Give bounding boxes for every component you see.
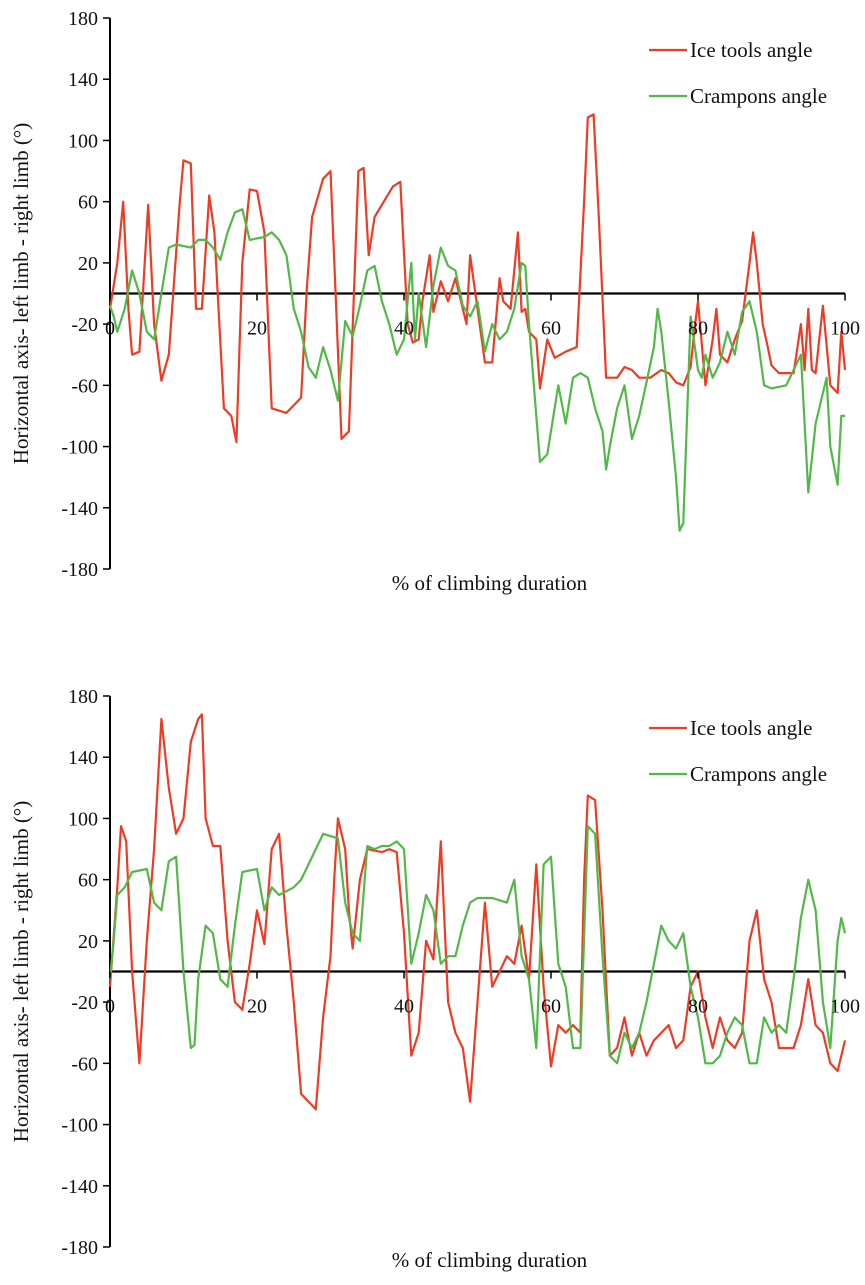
y-tick-label: 100: [68, 130, 98, 152]
x-axis-title: % of climbing duration: [392, 1248, 588, 1272]
y-tick-label: -20: [71, 992, 98, 1014]
x-tick-label: 20: [247, 318, 267, 340]
x-tick-label: 100: [830, 996, 860, 1018]
y-tick-label: -180: [61, 559, 98, 581]
series-line-crampons: [108, 208, 845, 532]
series-line-ice-tools: [108, 713, 847, 1111]
x-tick-label: 0: [105, 996, 115, 1018]
series-line-ice-tools: [108, 113, 847, 444]
series-line-crampons: [108, 825, 847, 1065]
y-axis-title: Horizontal axis- left limb - right limb …: [9, 801, 33, 1142]
x-tick-label: 80: [688, 318, 708, 340]
y-tick-label: -20: [71, 314, 98, 336]
x-tick-label: 60: [541, 996, 561, 1018]
x-tick-label: 20: [247, 996, 267, 1018]
y-tick-label: -100: [61, 437, 98, 459]
y-tick-label: 140: [68, 747, 98, 769]
y-tick-label: -140: [61, 1176, 98, 1198]
chart-panel-2: 180 140 100 60 20 -20 -60 -100 -140 -180 0 20 40 60 80…: [9, 686, 860, 1272]
legend-label: Ice tools angle: [690, 38, 812, 62]
y-tick-label: 180: [68, 8, 98, 30]
y-tick-label: -100: [61, 1115, 98, 1137]
y-tick-label: -60: [71, 375, 98, 397]
y-tick-label: 20: [78, 931, 98, 953]
y-axis-title: Horizontal axis- left limb - right limb …: [9, 123, 33, 464]
x-tick-label: 60: [541, 318, 561, 340]
y-tick-label: 180: [68, 686, 98, 708]
x-tick-label: 100: [830, 318, 860, 340]
y-tick-label: -60: [71, 1053, 98, 1075]
chart-panel-1: 180 140 100 60 20 -20 -60 -100 -140 -180 0 20 40 60 80…: [9, 8, 860, 595]
legend-label: Ice tools angle: [690, 716, 812, 740]
legend-label: Crampons angle: [690, 84, 827, 108]
x-tick-label: 80: [688, 996, 708, 1018]
y-tick-label: 60: [78, 192, 98, 214]
x-tick-label: 40: [394, 318, 414, 340]
x-tick-label: 0: [105, 318, 115, 340]
y-tick-label: 140: [68, 69, 98, 91]
y-tick-label: 60: [78, 870, 98, 892]
y-tick-label: 100: [68, 808, 98, 830]
y-tick-label: -180: [61, 1237, 98, 1259]
legend: Ice tools angle Crampons angle: [649, 38, 827, 108]
legend: Ice tools angle Crampons angle: [649, 716, 827, 786]
y-tick-label: -140: [61, 498, 98, 520]
y-tick-label: 20: [78, 253, 98, 275]
x-axis-title: % of climbing duration: [392, 571, 588, 595]
x-tick-label: 40: [394, 996, 414, 1018]
legend-label: Crampons angle: [690, 762, 827, 786]
